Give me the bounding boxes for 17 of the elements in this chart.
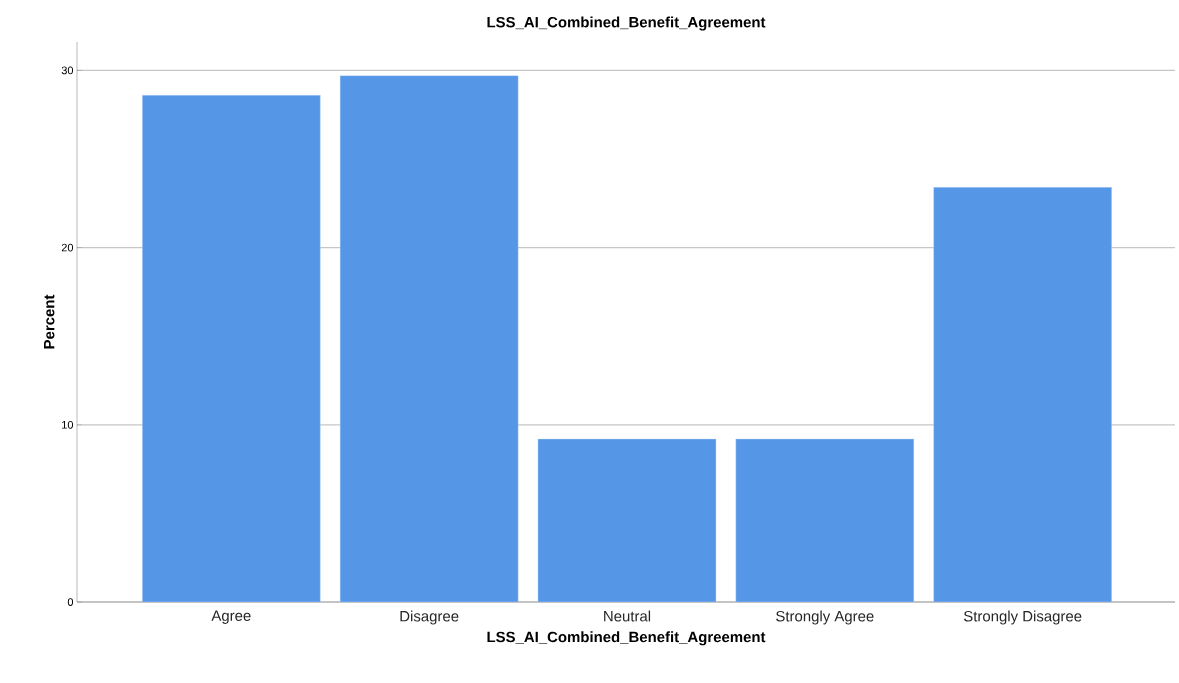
x-tick-label: Neutral (604, 610, 651, 622)
bar (339, 75, 519, 602)
bar (142, 94, 321, 602)
bar (933, 187, 1112, 602)
x-axis-title: LSS_AI_Combined_Benefit_Agreement (487, 631, 766, 646)
bar (537, 438, 717, 602)
y-tick-label: 10 (62, 420, 74, 429)
chart-title: LSS_AI_Combined_Benefit_Agreement (487, 16, 766, 31)
x-tick-label: Strongly Agree (776, 610, 874, 625)
y-tick-label: 30 (61, 66, 74, 75)
x-tick-label: Strongly Disagree (963, 610, 1082, 625)
y-tick-label: 0 (67, 598, 74, 606)
y-axis-title: Percent (44, 294, 55, 349)
bar (735, 438, 915, 602)
x-tick-label: Agree (211, 610, 251, 624)
x-tick-label: Disagree (400, 610, 459, 625)
y-tick-label: 20 (61, 243, 74, 252)
